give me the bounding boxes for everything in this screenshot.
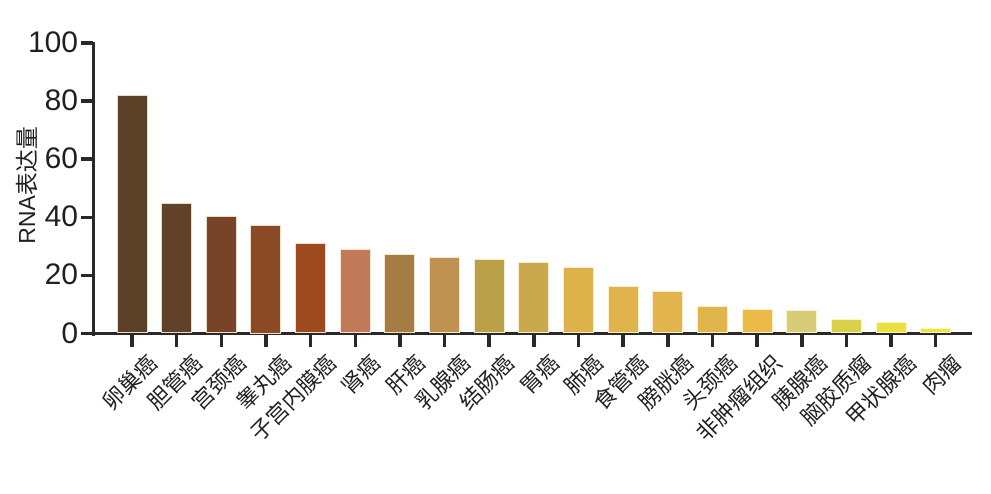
x-tick [621,335,625,347]
x-tick [666,335,670,347]
bar [786,310,818,334]
y-tick [81,215,93,220]
bar [830,318,862,334]
x-tick [487,335,491,347]
bar [250,224,282,334]
y-tick-label: 40 [44,200,78,234]
bar [429,256,461,334]
bar [696,305,728,334]
x-tick [264,335,268,347]
y-tick-label: 60 [44,142,78,176]
x-tick [353,335,357,347]
x-tick [398,335,402,347]
y-tick-label: 80 [44,84,78,118]
x-axis-label: 肾癌 [336,350,386,400]
x-tick [755,335,759,347]
y-tick [81,157,93,161]
y-tick-label: 0 [61,316,78,350]
bar [473,259,505,334]
x-tick [130,335,134,347]
y-tick-label: 20 [44,258,78,292]
bar [161,202,193,334]
x-tick [442,335,447,347]
x-tick [844,335,849,347]
y-tick [81,273,93,278]
bar [116,95,148,334]
x-tick [576,335,581,347]
y-tick [81,99,93,103]
y-axis-line [91,41,95,336]
bar [295,243,327,334]
y-tick [81,41,93,45]
x-tick [174,335,179,347]
x-tick [800,335,804,347]
bar [384,253,416,334]
bar [920,327,952,334]
x-axis-label: 胃癌 [515,350,564,400]
x-tick [933,335,938,347]
x-tick [308,335,313,347]
x-tick [710,335,715,347]
x-tick [219,335,224,347]
x-axis-line [91,331,972,336]
bar [741,308,773,334]
bar [875,321,907,334]
bar [563,266,594,334]
bar [518,262,550,334]
y-tick [81,331,93,336]
bar [652,291,684,334]
bar [607,285,639,334]
bar [205,215,237,334]
x-tick [889,335,893,347]
x-tick [532,335,536,347]
x-axis-label: 肉瘤 [916,350,966,400]
bar [339,249,371,334]
y-tick-label: 100 [27,26,78,59]
